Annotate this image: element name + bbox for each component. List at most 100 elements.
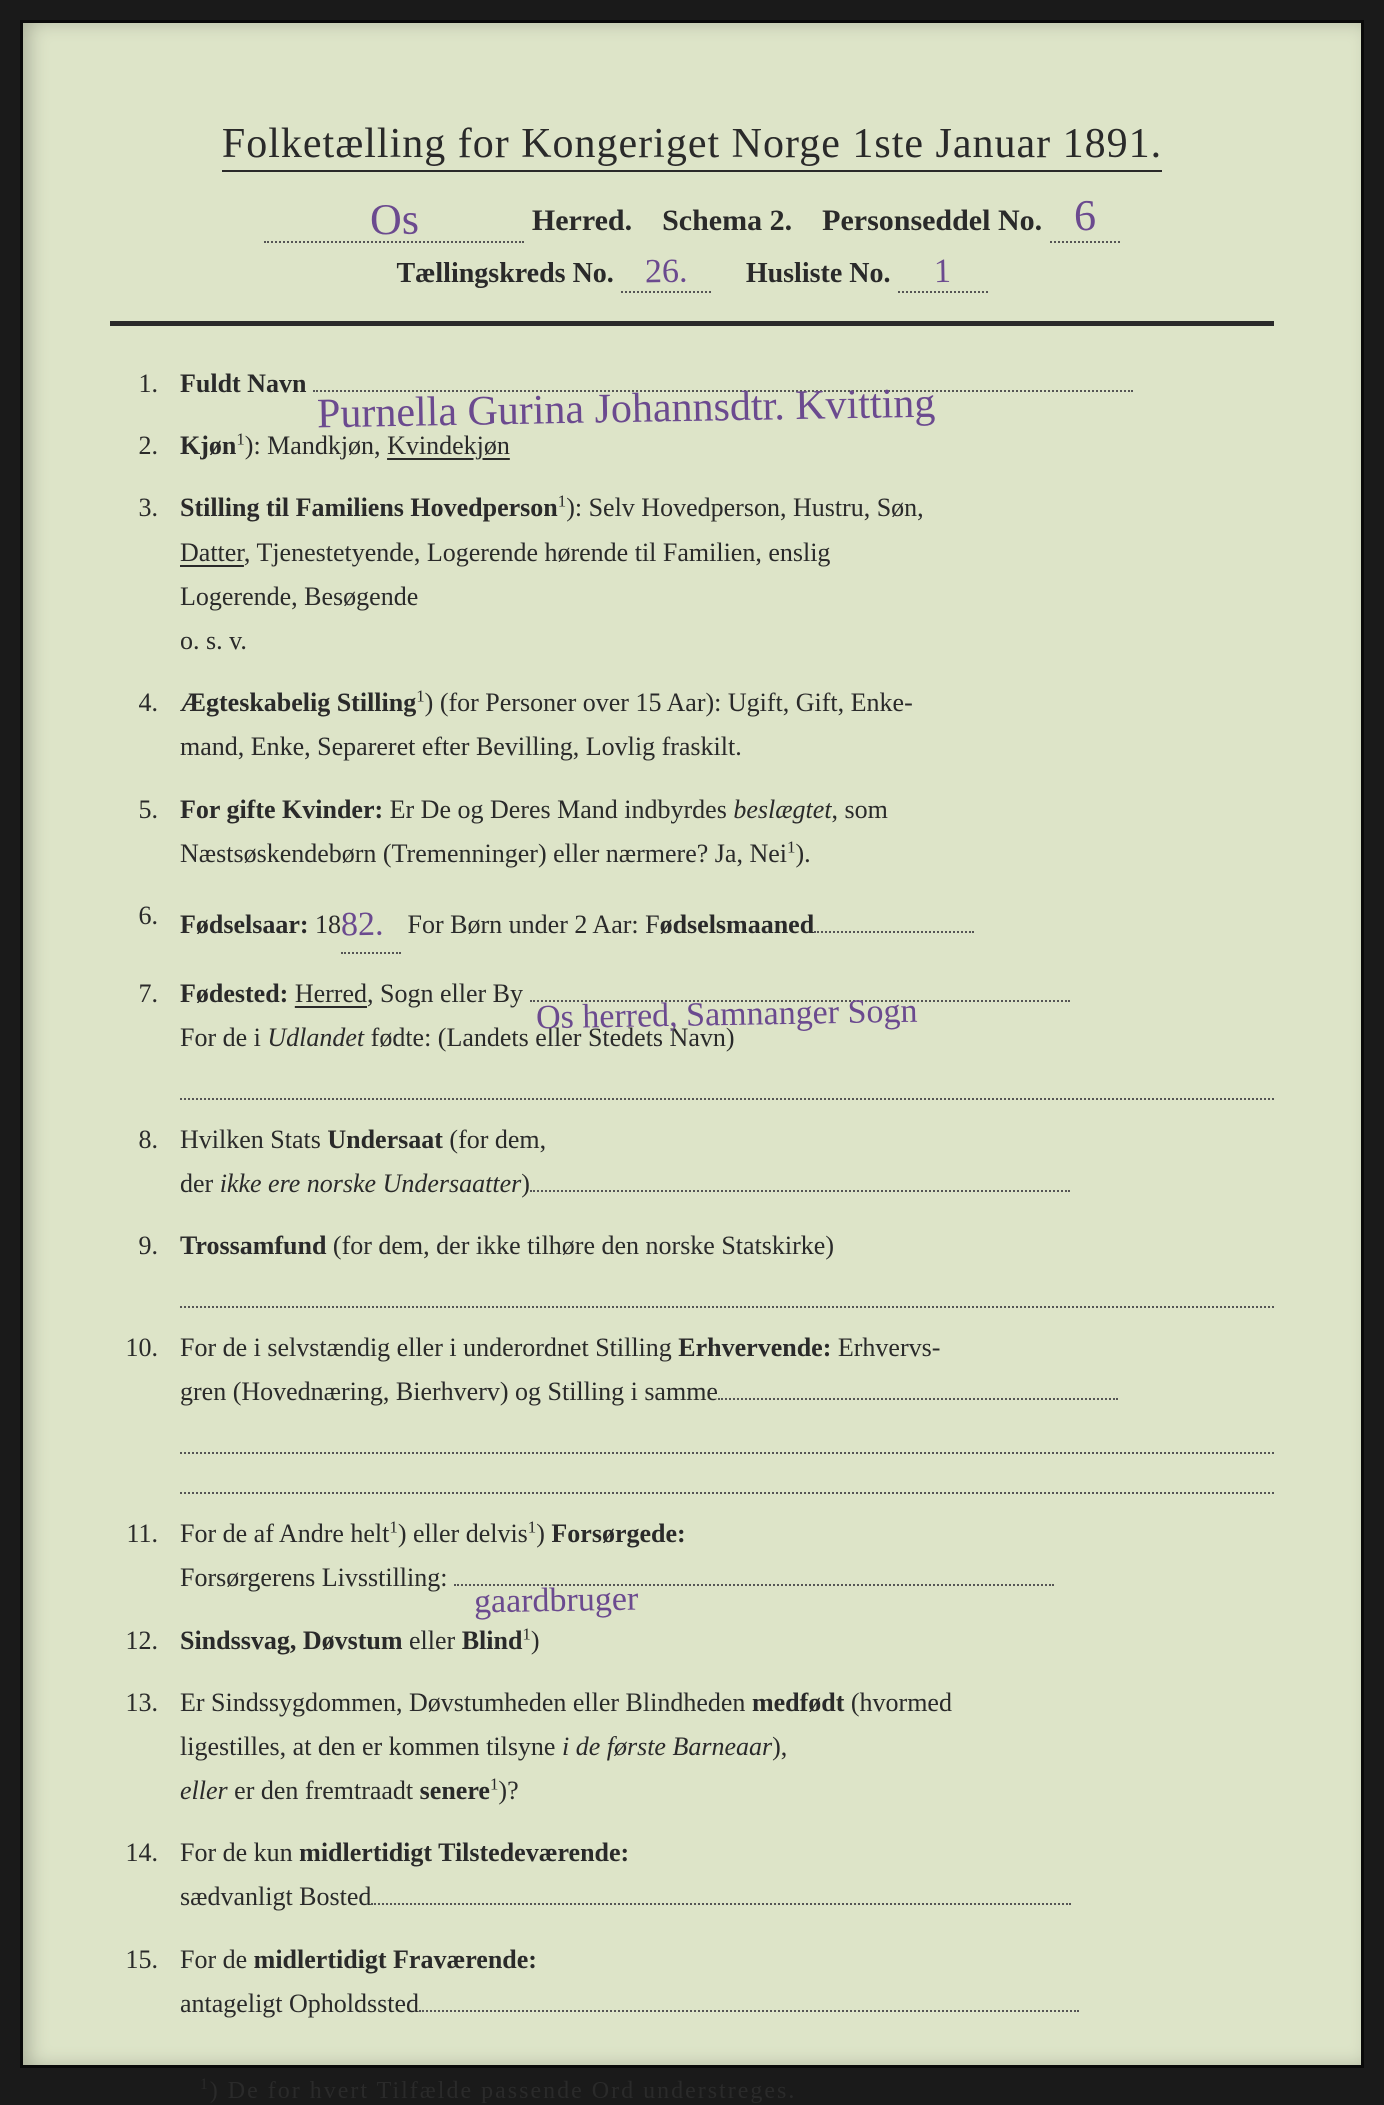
text: For Børn under 2 Aar: F	[401, 910, 660, 939]
bold-text: Trossamfund	[180, 1231, 326, 1260]
text: For de kun	[180, 1838, 299, 1867]
item-number: 14.	[110, 1831, 180, 1919]
text: ligestilles, at den er kommen tilsyne	[180, 1732, 562, 1761]
text: , Sogn eller By	[367, 979, 523, 1008]
text: )	[521, 1169, 530, 1198]
personseddel-label: Personseddel No.	[822, 204, 1042, 237]
text: antageligt Opholdssted	[180, 1989, 419, 2018]
item-number: 8.	[110, 1118, 180, 1206]
bold-text: Forsørgede:	[551, 1519, 685, 1548]
item-13: 13. Er Sindssygdommen, Døvstumheden elle…	[110, 1681, 1274, 1814]
dotted-line	[530, 1190, 1070, 1192]
item-number: 13.	[110, 1681, 180, 1814]
item-number: 5.	[110, 788, 180, 876]
item-11: 11. For de af Andre helt1) eller delvis1…	[110, 1512, 1274, 1600]
kreds-label: Tællingskreds No.	[396, 258, 613, 289]
text: ): Selv Hovedperson, Hustru, Søn,	[566, 493, 923, 522]
label: Fødested:	[180, 979, 288, 1008]
census-form-page: Folketælling for Kongeriget Norge 1ste J…	[20, 20, 1364, 2068]
item-body: Stilling til Familiens Hovedperson1): Se…	[180, 486, 1274, 663]
item-body: Trossamfund (for dem, der ikke tilhøre d…	[180, 1224, 1274, 1308]
sup: 1	[558, 492, 566, 511]
sup: 1	[389, 1518, 397, 1537]
husliste-handwritten: 1	[934, 253, 952, 291]
text: mand, Enke, Separeret efter Bevilling, L…	[180, 732, 742, 761]
text: Er Sindssygdommen, Døvstumheden eller Bl…	[180, 1688, 752, 1717]
name-field: Purnella Gurina Johannsdtr. Kvitting	[313, 390, 1133, 392]
text: ): Mandkjøn,	[245, 431, 387, 460]
item-3: 3. Stilling til Familiens Hovedperson1):…	[110, 486, 1274, 663]
year-field: 82.	[341, 894, 401, 954]
item-body: Fuldt Navn Purnella Gurina Johannsdtr. K…	[180, 362, 1274, 406]
item-number: 9.	[110, 1224, 180, 1308]
item-number: 4.	[110, 681, 180, 769]
horizontal-rule	[110, 321, 1274, 326]
kreds-field: 26.	[621, 253, 711, 293]
text: (for dem, der ikke tilhøre den norske St…	[326, 1231, 834, 1260]
text: ) eller delvis	[398, 1519, 528, 1548]
item-body: Fødested: Herred, Sogn eller By Os herre…	[180, 972, 1274, 1100]
item-number: 7.	[110, 972, 180, 1100]
item-body: For gifte Kvinder: Er De og Deres Mand i…	[180, 788, 1274, 876]
item-10: 10. For de i selvstændig eller i underor…	[110, 1326, 1274, 1494]
label2: ødselsmaaned	[660, 910, 815, 939]
item-body: Hvilken Stats Undersaat (for dem, der ik…	[180, 1118, 1274, 1206]
footnote-sup: 1	[200, 2076, 210, 2093]
selected-option: Kvindekjøn	[387, 431, 510, 460]
item-4: 4. Ægteskabelig Stilling1) (for Personer…	[110, 681, 1274, 769]
text: (for dem,	[443, 1125, 546, 1154]
text: Forsørgerens Livsstilling:	[180, 1563, 447, 1592]
item-number: 1.	[110, 362, 180, 406]
item-8: 8. Hvilken Stats Undersaat (for dem, der…	[110, 1118, 1274, 1206]
subtitle-row-1: Os Herred. Schema 2. Personseddel No. 6	[110, 190, 1274, 243]
personseddel-handwritten: 6	[1073, 190, 1096, 241]
dotted-line	[371, 1903, 1071, 1905]
subtitle-row-2: Tællingskreds No. 26. Husliste No. 1	[110, 253, 1274, 293]
item-body: For de i selvstændig eller i underordnet…	[180, 1326, 1274, 1494]
personseddel-field: 6	[1050, 190, 1120, 243]
dotted-line	[180, 1066, 1274, 1100]
bold-text: Sindssvag, Døvstum	[180, 1626, 403, 1655]
text: Næstsøskendebørn (Tremenninger) eller næ…	[180, 839, 787, 868]
text: Hvilken Stats	[180, 1125, 327, 1154]
item-1: 1. Fuldt Navn Purnella Gurina Johannsdtr…	[110, 362, 1274, 406]
selected-option: Datter	[180, 538, 244, 567]
dotted-line	[180, 1460, 1274, 1494]
item-number: 3.	[110, 486, 180, 663]
herred-field: Os	[264, 190, 524, 243]
item-body: For de midlertidigt Fraværende: antageli…	[180, 1938, 1274, 2026]
item-body: For de af Andre helt1) eller delvis1) Fo…	[180, 1512, 1274, 1600]
text: gren (Hovednæring, Bierhverv) og Stillin…	[180, 1377, 718, 1406]
text: , som	[832, 795, 888, 824]
sup: 1	[236, 430, 244, 449]
bold-text: Undersaat	[327, 1125, 443, 1154]
text: , Tjenestetyende, Logerende hørende til …	[244, 538, 831, 567]
text: 18	[309, 910, 342, 939]
text: eller	[403, 1626, 462, 1655]
text: der	[180, 1169, 220, 1198]
dotted-line	[718, 1398, 1118, 1400]
item-body: Fødselsaar: 1882. For Børn under 2 Aar: …	[180, 894, 1274, 954]
text: )	[536, 1519, 551, 1548]
item-6: 6. Fødselsaar: 1882. For Børn under 2 Aa…	[110, 894, 1274, 954]
item-14: 14. For de kun midlertidigt Tilstedevære…	[110, 1831, 1274, 1919]
text: er den fremtraadt	[228, 1776, 420, 1805]
text: Er De og Deres Mand indbyrdes	[383, 795, 733, 824]
item-12: 12. Sindssvag, Døvstum eller Blind1)	[110, 1619, 1274, 1663]
label: Stilling til Familiens Hovedperson	[180, 493, 558, 522]
item-body: Er Sindssygdommen, Døvstumheden eller Bl…	[180, 1681, 1274, 1814]
bold-text: Blind	[462, 1626, 523, 1655]
item-number: 12.	[110, 1619, 180, 1663]
item-body: Kjøn1): Mandkjøn, Kvindekjøn	[180, 424, 1274, 468]
label: Fuldt Navn	[180, 369, 306, 398]
bold-text: medfødt	[752, 1688, 844, 1717]
selected-option: Herred	[295, 979, 367, 1008]
sup: 1	[522, 1624, 530, 1643]
text: ).	[795, 839, 810, 868]
italic-text: i de første Barneaar	[562, 1732, 772, 1761]
bold-text: senere	[420, 1776, 490, 1805]
text: sædvanligt Bosted	[180, 1882, 371, 1911]
text: o. s. v.	[180, 626, 247, 655]
text: ) (for Personer over 15 Aar): Ugift, Gif…	[425, 688, 913, 717]
italic-text: eller	[180, 1776, 228, 1805]
